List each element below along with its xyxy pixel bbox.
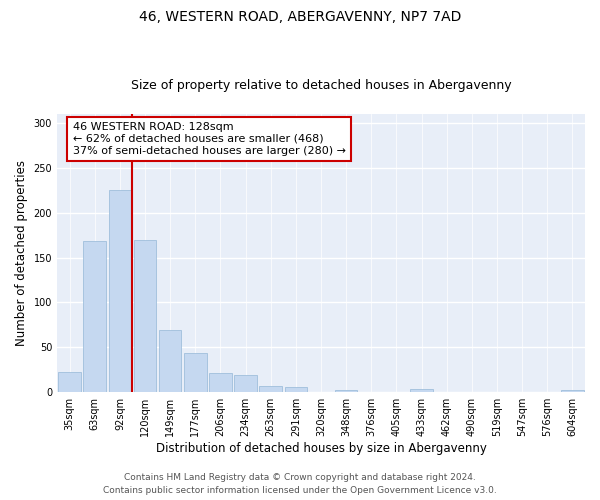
Bar — [134, 240, 157, 392]
Bar — [335, 390, 358, 392]
Bar — [159, 330, 181, 392]
X-axis label: Distribution of detached houses by size in Abergavenny: Distribution of detached houses by size … — [155, 442, 487, 455]
Bar — [109, 190, 131, 392]
Bar — [234, 375, 257, 392]
Title: Size of property relative to detached houses in Abergavenny: Size of property relative to detached ho… — [131, 79, 511, 92]
Bar — [259, 386, 282, 392]
Bar — [561, 390, 584, 392]
Bar — [410, 388, 433, 392]
Bar — [284, 387, 307, 392]
Text: 46, WESTERN ROAD, ABERGAVENNY, NP7 7AD: 46, WESTERN ROAD, ABERGAVENNY, NP7 7AD — [139, 10, 461, 24]
Bar — [58, 372, 81, 392]
Text: 46 WESTERN ROAD: 128sqm
← 62% of detached houses are smaller (468)
37% of semi-d: 46 WESTERN ROAD: 128sqm ← 62% of detache… — [73, 122, 346, 156]
Bar — [83, 242, 106, 392]
Bar — [184, 352, 206, 392]
Bar — [209, 374, 232, 392]
Text: Contains HM Land Registry data © Crown copyright and database right 2024.
Contai: Contains HM Land Registry data © Crown c… — [103, 474, 497, 495]
Y-axis label: Number of detached properties: Number of detached properties — [15, 160, 28, 346]
